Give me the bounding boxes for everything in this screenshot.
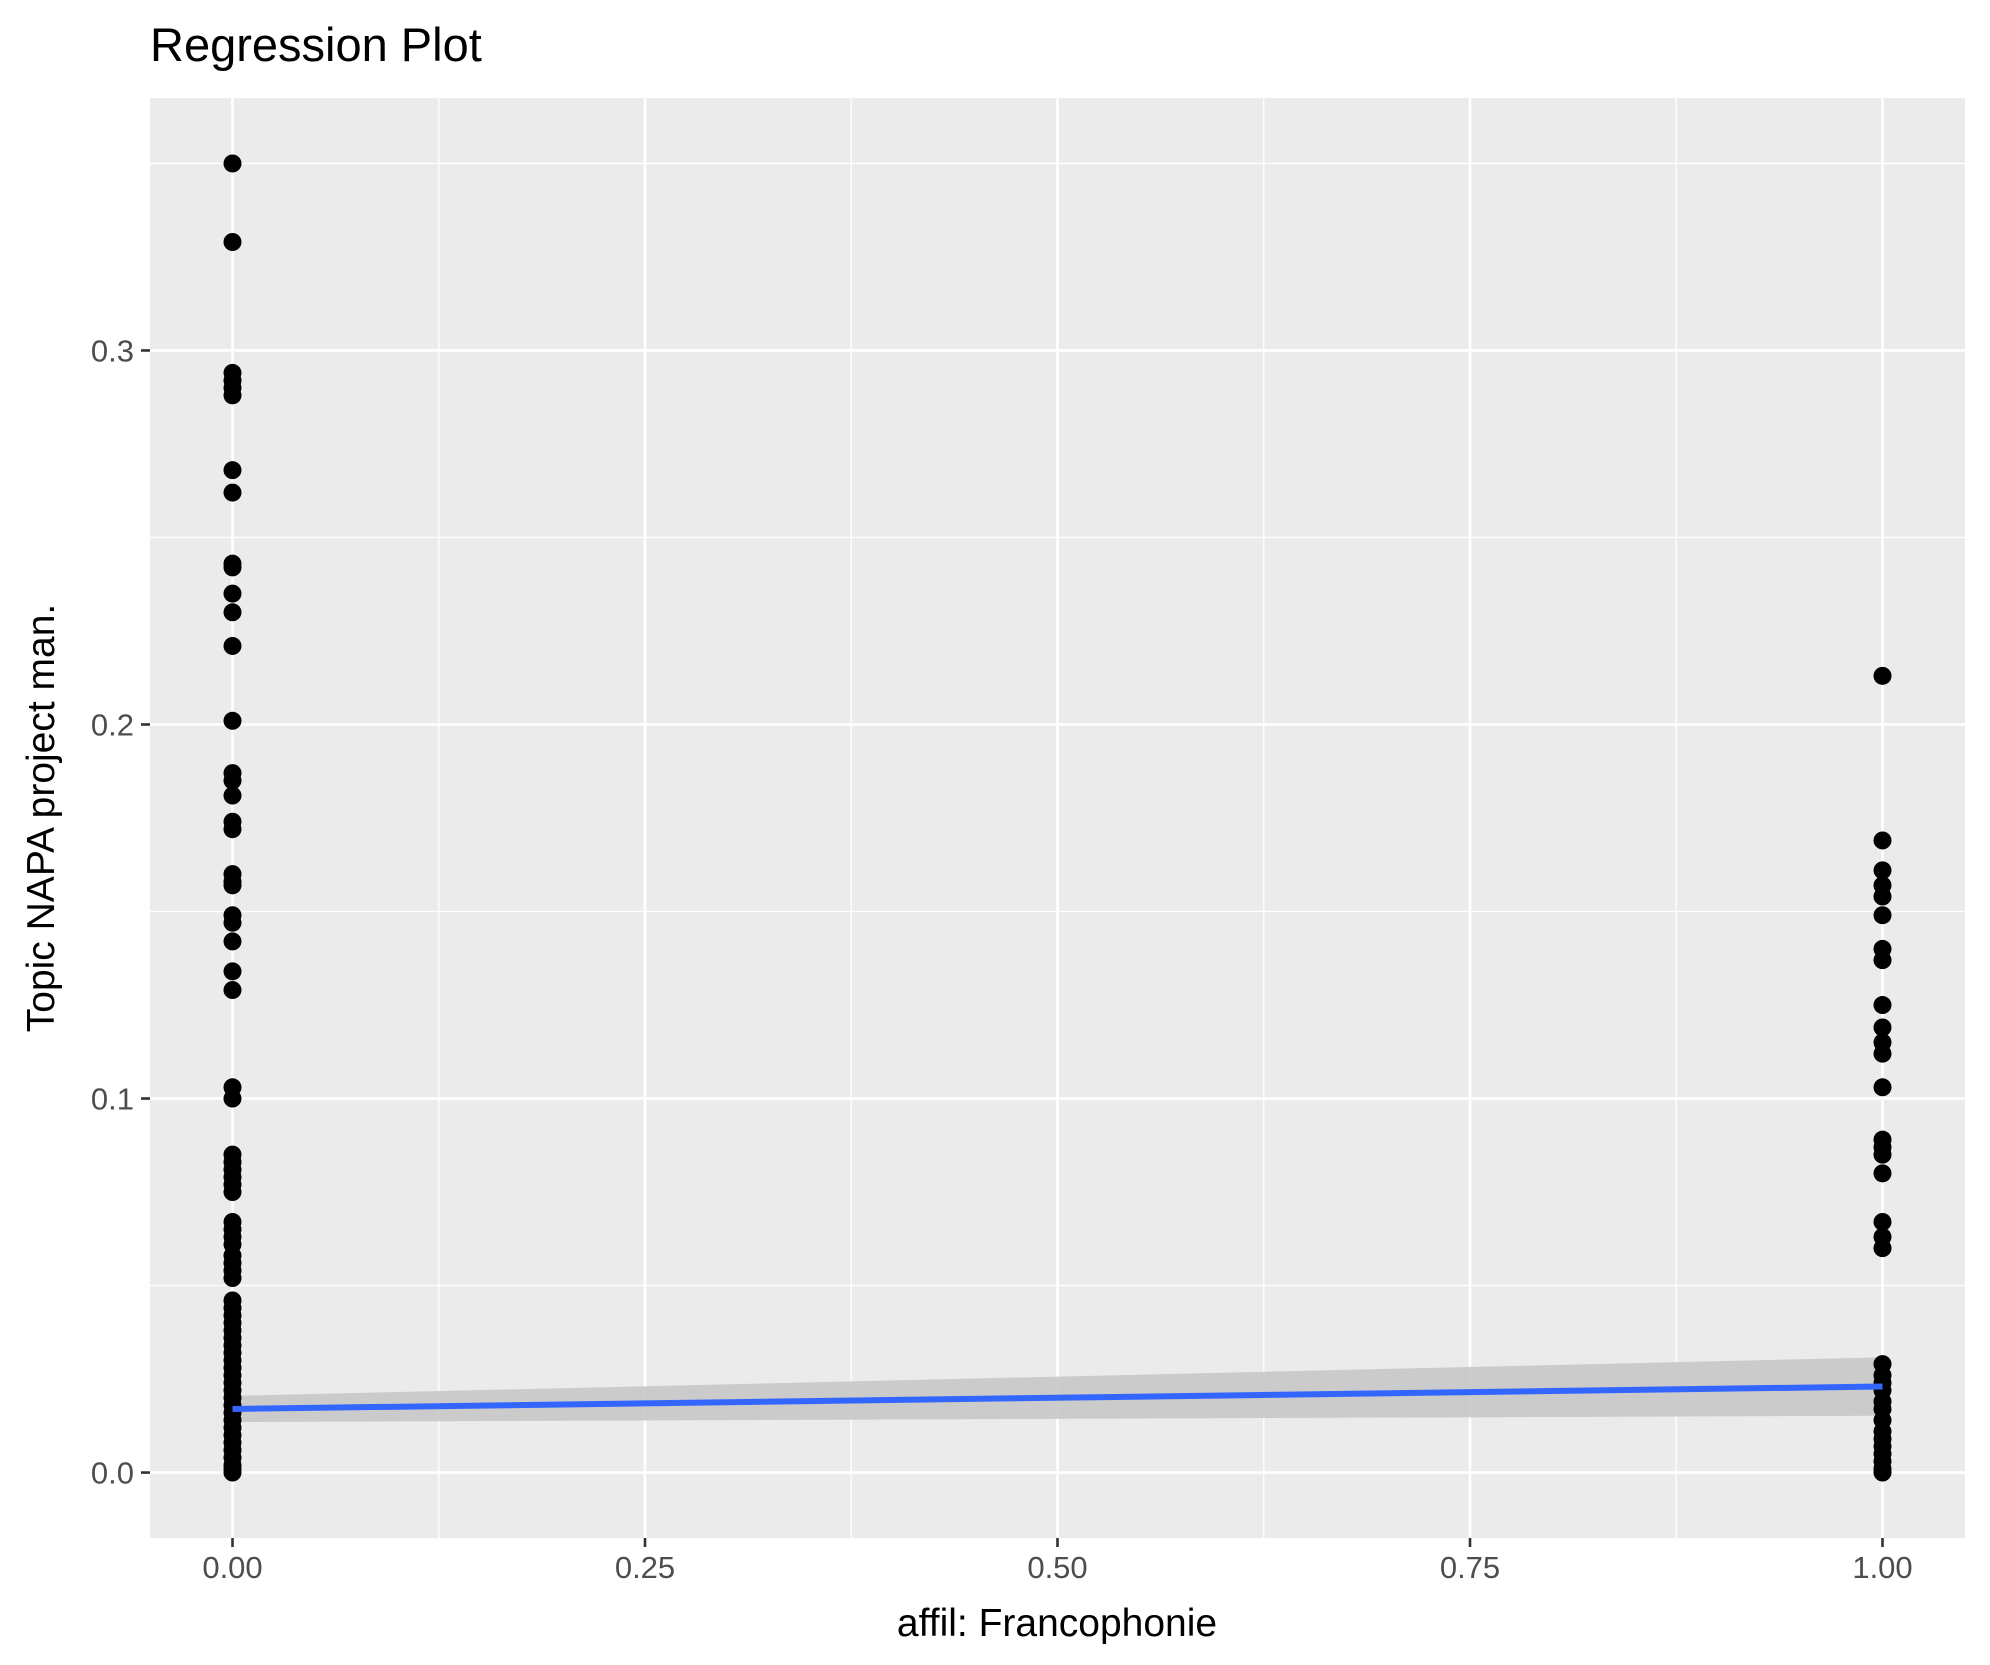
- y-tick-label: 0.0: [91, 1456, 134, 1491]
- data-point: [1873, 831, 1892, 850]
- data-point: [1873, 951, 1892, 970]
- x-tick-label: 0.00: [202, 1550, 262, 1585]
- data-points: [223, 154, 1892, 1482]
- data-point: [223, 1269, 242, 1288]
- data-point: [1873, 1018, 1892, 1037]
- data-point: [223, 1463, 242, 1482]
- data-point: [223, 913, 242, 932]
- regression-line-group: [232, 1383, 1883, 1412]
- x-tick-label: 0.25: [615, 1550, 675, 1585]
- y-axis-title: Topic NAPA project man.: [20, 604, 63, 1032]
- y-tick-label: 0.1: [91, 1082, 134, 1117]
- data-point: [223, 386, 242, 405]
- data-point: [1873, 1164, 1892, 1183]
- data-point: [223, 483, 242, 502]
- x-tick-label: 0.75: [1440, 1550, 1500, 1585]
- y-tick-label: 0.2: [91, 707, 134, 742]
- data-point: [223, 932, 242, 951]
- data-point: [1873, 1078, 1892, 1097]
- data-point: [223, 820, 242, 839]
- y-tick-label: 0.3: [91, 333, 134, 368]
- x-tick-label: 0.50: [1027, 1550, 1087, 1585]
- data-point: [1873, 906, 1892, 925]
- data-point: [223, 558, 242, 577]
- regression-line: [232, 1383, 1883, 1412]
- data-point: [1873, 861, 1892, 880]
- y-axis: 0.0 0.1 0.2 0.3: [91, 333, 150, 1491]
- data-point: [1873, 1239, 1892, 1258]
- data-point: [223, 154, 242, 173]
- chart-title: Regression Plot: [150, 18, 482, 71]
- data-point: [223, 461, 242, 480]
- data-point: [223, 1089, 242, 1108]
- data-point: [1873, 1463, 1892, 1482]
- data-point: [223, 584, 242, 603]
- data-point: [223, 603, 242, 622]
- data-point: [1873, 666, 1892, 685]
- data-point: [223, 962, 242, 981]
- data-point: [223, 1183, 242, 1202]
- data-point: [223, 771, 242, 790]
- data-point: [1873, 1212, 1892, 1231]
- data-point: [223, 711, 242, 730]
- data-point: [223, 876, 242, 895]
- x-axis: 0.00 0.25 0.50 0.75 1.00: [202, 1538, 1913, 1585]
- data-point: [1873, 996, 1892, 1015]
- data-point: [1873, 887, 1892, 906]
- data-point: [223, 786, 242, 805]
- data-point: [223, 981, 242, 1000]
- data-point: [223, 233, 242, 251]
- data-point: [1873, 1145, 1892, 1164]
- data-point: [223, 636, 242, 655]
- data-point: [1873, 1044, 1892, 1063]
- x-tick-label: 1.00: [1852, 1550, 1912, 1585]
- x-axis-title: affil: Francophonie: [897, 1602, 1217, 1645]
- major-gridlines: [150, 98, 1965, 1538]
